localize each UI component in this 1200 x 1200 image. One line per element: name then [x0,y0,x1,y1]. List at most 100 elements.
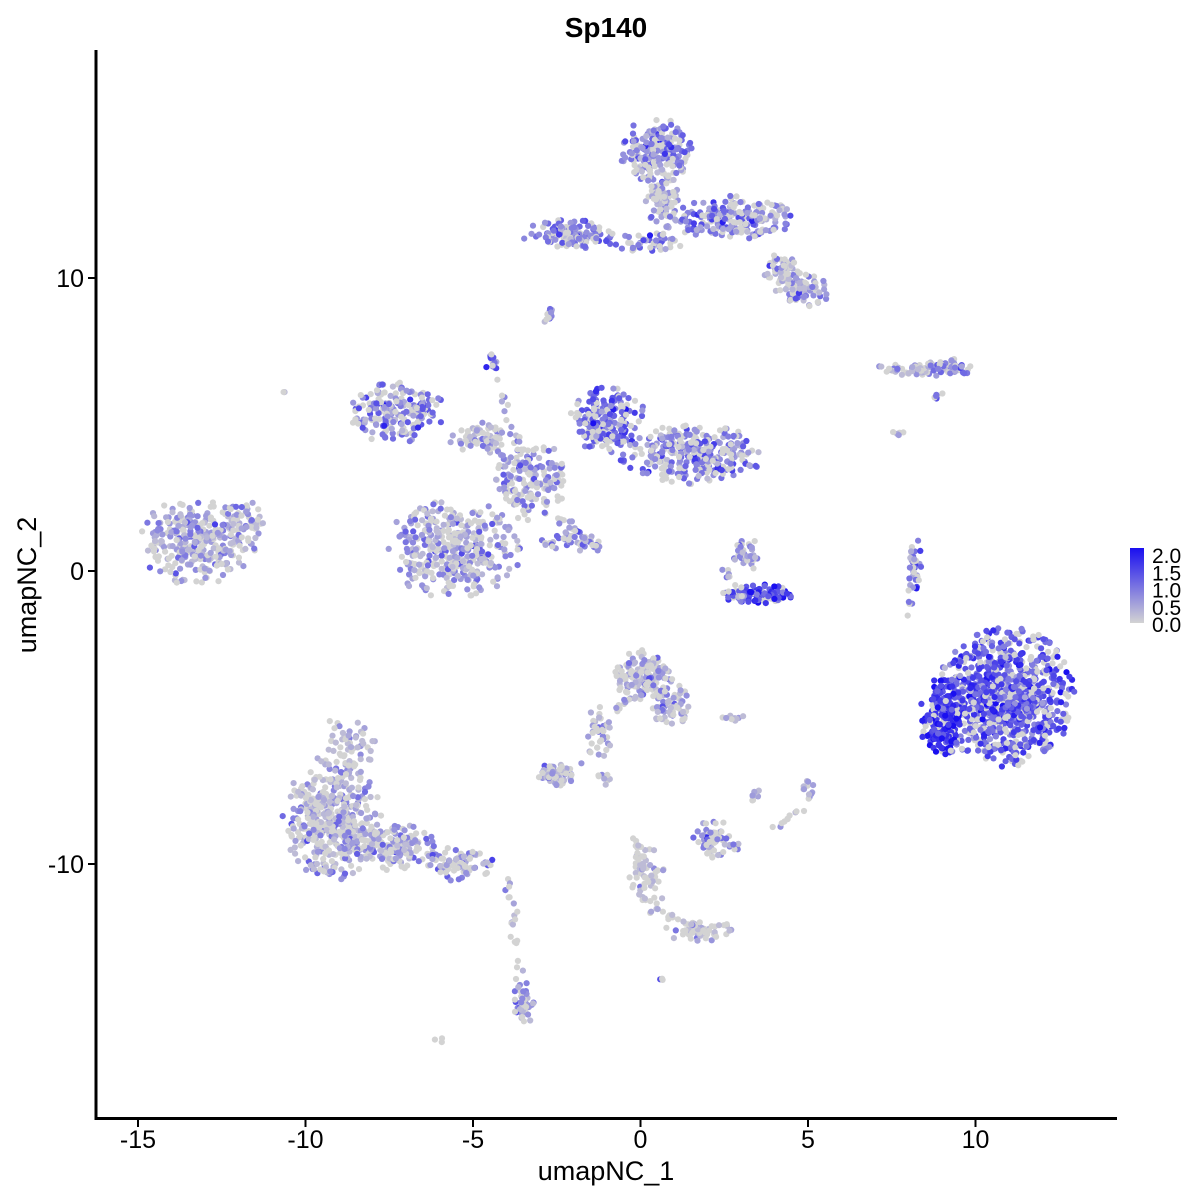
scatter-point [361,796,368,803]
scatter-point [915,577,922,584]
scatter-point [600,397,607,404]
scatter-point [464,576,471,583]
scatter-point [625,233,633,241]
scatter-point [419,405,426,412]
scatter-point [207,514,214,521]
scatter-point [227,506,234,513]
scatter-point [1026,713,1033,720]
scatter-point [784,270,791,277]
scatter-point [751,212,758,219]
scatter-point [520,507,527,514]
scatter-point [670,711,677,719]
scatter-point [314,840,321,848]
scatter-point [167,568,174,576]
scatter-point [458,522,465,529]
scatter-point [590,225,598,232]
scatter-point [990,627,997,634]
scatter-point [412,534,419,541]
scatter-point [322,784,329,791]
scatter-point [1031,685,1038,692]
scatter-point [564,229,572,236]
scatter-point [158,538,165,545]
scatter-point [373,421,380,428]
scatter-point [458,427,465,434]
scatter-point [429,575,437,582]
scatter-point [435,395,442,402]
scatter-point [513,454,520,461]
scatter-point [524,1011,532,1018]
scatter-point [670,694,677,701]
scatter-point [154,527,161,534]
scatter-point [389,383,396,390]
scatter-point [720,207,728,215]
scatter-point [341,870,349,877]
scatter-point [933,391,940,398]
scatter-point [371,831,379,838]
scatter-point [467,433,474,440]
scatter-point [558,777,565,784]
scatter-point [603,746,610,754]
scatter-point [235,554,242,561]
scatter-point [401,846,408,854]
scatter-point [614,440,621,447]
scatter-point [620,451,627,458]
scatter-point [654,169,661,176]
scatter-point [973,631,981,639]
scatter-point [593,433,600,440]
scatter-point [596,704,604,711]
scatter-point [926,716,933,724]
scatter-point [771,252,778,259]
scatter-point [768,201,775,208]
scatter-point [539,463,546,471]
scatter-point [711,434,718,441]
scatter-point [636,435,643,442]
scatter-point [578,407,585,414]
scatter-point [663,180,670,187]
scatter-point [378,399,385,406]
scatter-point [317,819,325,826]
scatter-point [464,586,471,593]
scatter-point [967,685,974,692]
scatter-point [942,751,949,758]
scatter-point [958,363,965,370]
scatter-point [444,845,451,852]
scatter-point [487,536,494,544]
scatter-point [397,566,404,573]
scatter-point [709,212,716,219]
scatter-point [457,533,464,540]
scatter-point [367,391,374,398]
scatter-point [1010,683,1018,691]
scatter-point [243,508,250,515]
scatter-point [259,520,266,527]
scatter-point [486,542,493,549]
scatter-point [1011,636,1018,643]
scatter-point [980,710,988,718]
scatter-point [755,449,762,456]
scatter-point [464,545,471,552]
scatter-point [292,850,299,857]
scatter-point [206,567,213,574]
scatter-point [398,413,405,420]
scatter-point [160,543,168,551]
scatter-point [249,499,256,506]
scatter-point [599,443,606,450]
scatter-point [374,821,381,828]
scatter-point [352,761,359,768]
scatter-point [539,769,546,777]
scatter-point [748,544,755,551]
scatter-point [948,706,955,713]
scatter-point [752,554,759,561]
scatter-point [752,462,759,469]
scatter-point [809,283,816,291]
scatter-point [574,401,581,408]
scatter-point [675,443,682,451]
scatter-point [412,516,419,523]
scatter-point [449,520,457,527]
scatter-point [303,866,310,874]
scatter-point [146,564,153,571]
scatter-point [202,574,209,582]
scatter-point [695,839,702,846]
scatter-point [187,524,194,531]
scatter-point [310,836,317,844]
scatter-point [365,783,372,790]
